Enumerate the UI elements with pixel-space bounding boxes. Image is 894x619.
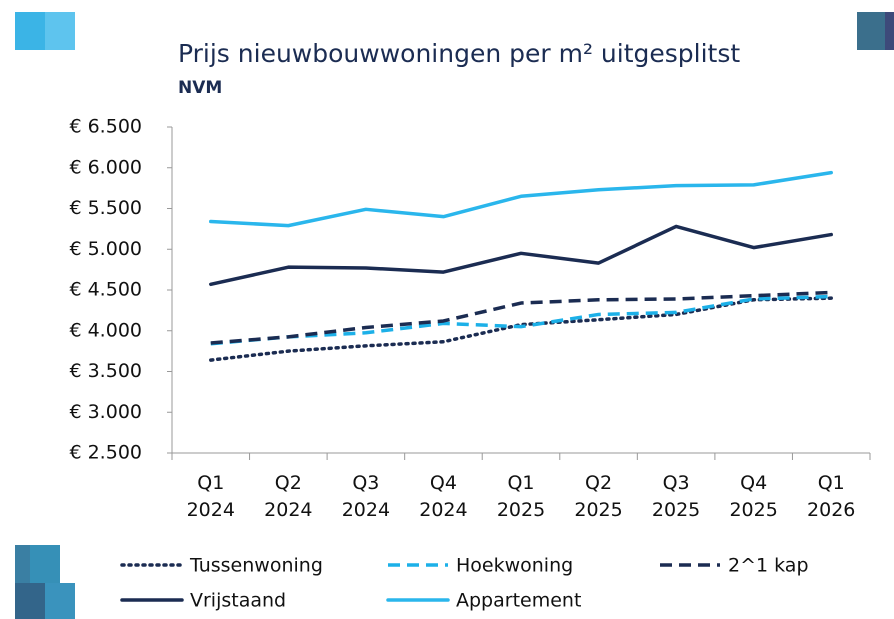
chart-title: Prijs nieuwbouwwoningen per m² uitgespli… — [178, 39, 740, 68]
series-line — [210, 294, 832, 346]
series-line — [209, 296, 833, 362]
x-tick-label: Q3 2025 — [651, 472, 701, 521]
decor — [30, 545, 60, 583]
series-line — [209, 224, 833, 287]
series-line — [210, 290, 832, 345]
legend-label: 2^1 kap — [728, 555, 809, 577]
chart-subtitle: NVM — [178, 78, 222, 98]
legend-label: Hoekwoning — [456, 555, 573, 577]
x-tick-label: Q3 2024 — [341, 472, 391, 521]
decor — [15, 12, 45, 50]
decor — [885, 12, 894, 50]
decor — [15, 583, 45, 619]
y-tick-label: € 3.500 — [69, 360, 142, 382]
x-tick-label: Q4 2024 — [419, 472, 468, 521]
y-tick-label: € 5.500 — [69, 197, 142, 219]
y-tick-label: € 4.500 — [69, 279, 142, 301]
y-tick-label: € 2.500 — [69, 442, 142, 464]
y-tick-label: € 6.000 — [69, 156, 142, 178]
legend-label: Tussenwoning — [189, 555, 323, 577]
legend-label: Vrijstaand — [190, 590, 286, 612]
x-tick-label: Q1 2025 — [496, 472, 546, 521]
x-tick-label: Q2 2025 — [574, 472, 623, 521]
y-tick-label: € 3.000 — [69, 401, 142, 423]
y-tick-label: € 4.000 — [69, 319, 142, 341]
y-tick-label: € 6.500 — [69, 116, 142, 138]
x-tick-label: Q4 2025 — [729, 472, 778, 521]
x-tick-label: Q2 2024 — [264, 472, 313, 521]
y-tick-label: € 5.000 — [69, 238, 142, 260]
decor — [45, 12, 75, 50]
decor — [45, 583, 75, 619]
legend-label: Appartement — [456, 590, 581, 612]
x-tick-label: Q1 2026 — [807, 472, 856, 521]
series-line — [209, 170, 833, 228]
x-tick-label: Q1 2024 — [186, 472, 235, 521]
decor — [857, 12, 885, 50]
